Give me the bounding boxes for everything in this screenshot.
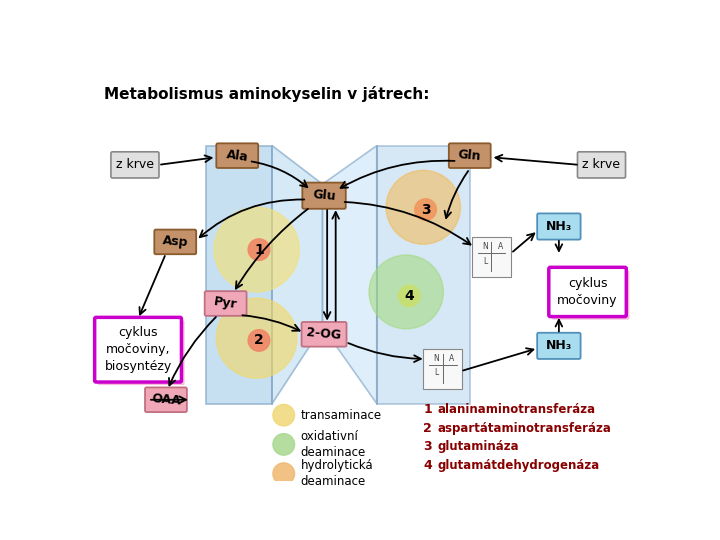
- FancyBboxPatch shape: [472, 237, 510, 278]
- Circle shape: [415, 199, 436, 220]
- FancyBboxPatch shape: [204, 291, 246, 316]
- Polygon shape: [377, 146, 469, 403]
- Text: L: L: [434, 368, 438, 377]
- FancyBboxPatch shape: [216, 143, 258, 168]
- Text: 3: 3: [420, 202, 431, 217]
- Text: cyklus
močoviny: cyklus močoviny: [557, 277, 618, 307]
- Text: Ala: Ala: [225, 147, 249, 164]
- Text: oxidativní
deaminace: oxidativní deaminace: [301, 430, 366, 459]
- Text: A: A: [498, 242, 503, 251]
- Text: z krve: z krve: [582, 158, 621, 171]
- Polygon shape: [272, 146, 323, 403]
- Circle shape: [248, 330, 270, 351]
- Text: 3: 3: [423, 440, 432, 453]
- Text: Gln: Gln: [458, 148, 482, 163]
- Text: Metabolismus aminokyselin v játrech:: Metabolismus aminokyselin v játrech:: [104, 86, 429, 103]
- Text: L: L: [483, 256, 487, 266]
- FancyBboxPatch shape: [111, 152, 159, 178]
- FancyBboxPatch shape: [145, 387, 187, 412]
- FancyBboxPatch shape: [302, 322, 346, 347]
- Text: transaminace: transaminace: [301, 409, 382, 422]
- Text: 4: 4: [405, 289, 414, 303]
- Circle shape: [214, 207, 300, 292]
- Text: Glu: Glu: [312, 188, 336, 203]
- FancyBboxPatch shape: [549, 267, 626, 316]
- Circle shape: [369, 255, 444, 329]
- Text: 2: 2: [254, 334, 264, 347]
- Text: NH₃: NH₃: [546, 220, 572, 233]
- Text: 4: 4: [423, 458, 432, 472]
- Text: N: N: [433, 354, 439, 363]
- Circle shape: [248, 239, 270, 260]
- Text: A: A: [449, 354, 454, 363]
- Text: 1: 1: [423, 403, 432, 416]
- Text: Asp: Asp: [162, 234, 189, 249]
- FancyBboxPatch shape: [537, 213, 580, 240]
- Text: cyklus
močoviny,
biosyntézy: cyklus močoviny, biosyntézy: [104, 326, 171, 373]
- FancyBboxPatch shape: [154, 230, 196, 254]
- Circle shape: [273, 463, 294, 484]
- Text: NH₃: NH₃: [546, 339, 572, 353]
- Text: 1: 1: [254, 242, 264, 256]
- Text: N: N: [482, 242, 488, 251]
- Text: Pyr: Pyr: [213, 295, 238, 312]
- Text: 2-OG: 2-OG: [306, 326, 342, 342]
- Text: 2: 2: [423, 422, 432, 435]
- Circle shape: [273, 404, 294, 426]
- FancyBboxPatch shape: [302, 183, 346, 209]
- Polygon shape: [206, 146, 272, 403]
- Text: glutamátdehydrogenáza: glutamátdehydrogenáza: [437, 458, 600, 472]
- FancyBboxPatch shape: [423, 349, 462, 389]
- Text: alaninaminotransferáza: alaninaminotransferáza: [437, 403, 595, 416]
- FancyBboxPatch shape: [449, 143, 490, 168]
- Circle shape: [398, 285, 420, 307]
- FancyBboxPatch shape: [94, 318, 181, 382]
- Circle shape: [273, 434, 294, 455]
- Polygon shape: [323, 146, 377, 403]
- FancyBboxPatch shape: [577, 152, 626, 178]
- FancyBboxPatch shape: [98, 320, 184, 385]
- FancyBboxPatch shape: [552, 271, 629, 320]
- Text: glutamináza: glutamináza: [437, 440, 519, 453]
- FancyBboxPatch shape: [537, 333, 580, 359]
- Text: z krve: z krve: [116, 158, 154, 171]
- Text: OAA: OAA: [150, 392, 181, 408]
- Circle shape: [386, 170, 461, 244]
- Circle shape: [216, 298, 297, 378]
- Text: hydrolytická
deaminace: hydrolytická deaminace: [301, 459, 374, 488]
- Text: aspartátaminotransferáza: aspartátaminotransferáza: [437, 422, 611, 435]
